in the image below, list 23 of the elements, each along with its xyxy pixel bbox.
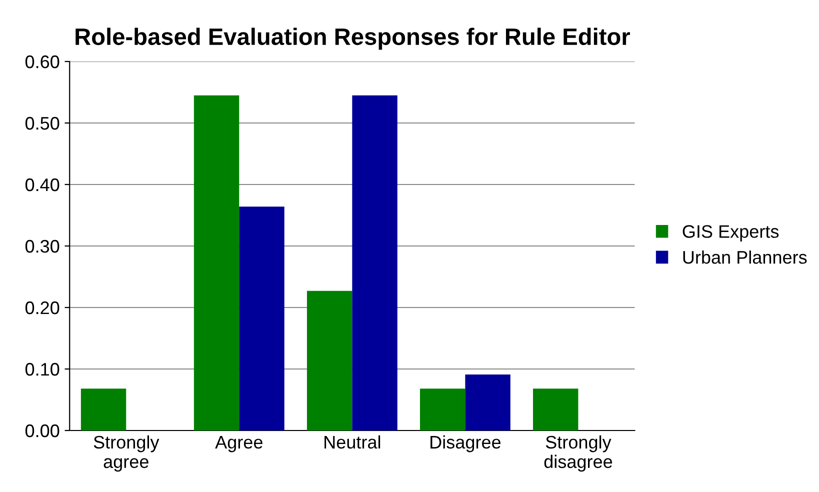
bar xyxy=(306,290,352,430)
x-tick-label: Disagree xyxy=(430,435,501,452)
bar xyxy=(533,388,578,430)
y-tick-label: 0.00 xyxy=(25,424,60,438)
bar xyxy=(420,388,466,430)
x-tick-label: Neutral xyxy=(324,435,380,449)
y-tick-label: 0.10 xyxy=(25,362,60,376)
x-tick-label: Strongly disagree xyxy=(544,435,612,472)
bar xyxy=(465,374,510,430)
legend-label: GIS Experts xyxy=(682,225,779,242)
y-tick-label: 0.40 xyxy=(25,178,60,192)
chart-title: Role-based Evaluation Responses for Rule Editor xyxy=(76,28,630,50)
legend-label: Urban Planners xyxy=(683,250,807,264)
bar xyxy=(80,388,126,430)
bar xyxy=(239,206,284,430)
bar xyxy=(352,95,398,430)
y-tick-label: 0.50 xyxy=(25,116,60,130)
y-tick-label: 0.20 xyxy=(25,301,60,314)
y-tick-label: 0.30 xyxy=(25,240,60,253)
bar xyxy=(194,95,240,430)
x-tick-label: Agree xyxy=(215,436,262,452)
x-tick-label: Strongly agree xyxy=(94,435,160,472)
y-tick-label: 0.60 xyxy=(25,55,60,68)
